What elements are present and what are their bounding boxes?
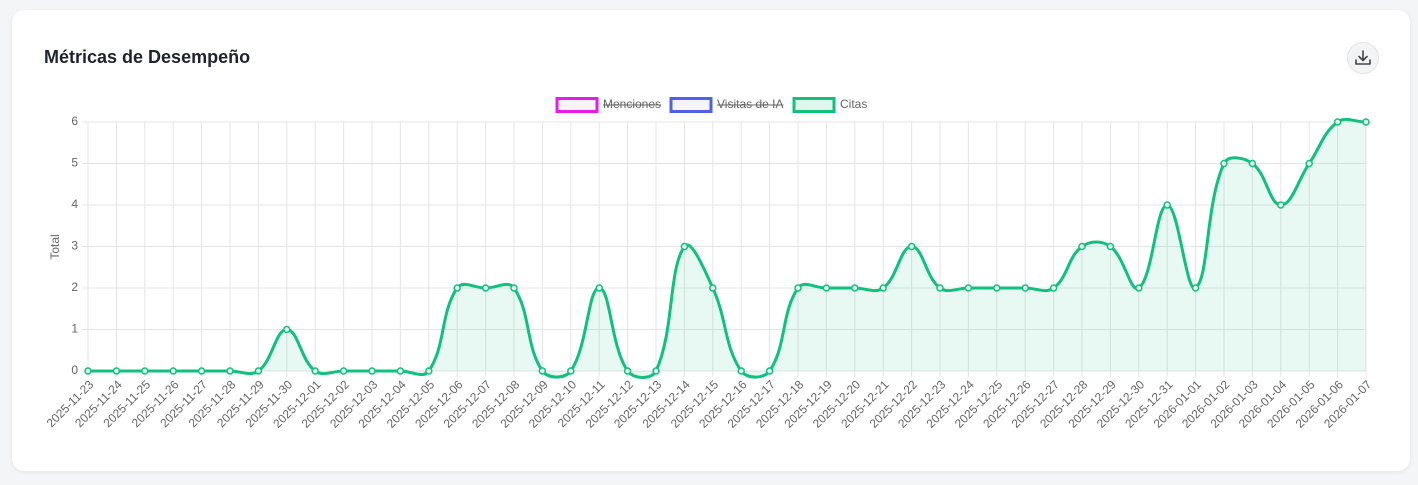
- y-tick-label: 4: [71, 197, 78, 211]
- point: [425, 367, 433, 375]
- area: [88, 119, 1366, 378]
- y-tick-label: 0: [71, 363, 78, 377]
- legend-swatch: [669, 97, 713, 113]
- point: [1191, 284, 1200, 292]
- point: [339, 367, 348, 375]
- point: [851, 284, 859, 292]
- point: [538, 367, 547, 375]
- point: [1305, 159, 1313, 168]
- chart-title: Métricas de Desempeño: [44, 47, 250, 67]
- point: [1248, 159, 1257, 168]
- y-tick-label: 3: [71, 239, 78, 253]
- point: [1049, 284, 1058, 292]
- point: [283, 325, 291, 334]
- point: [595, 284, 603, 292]
- point: [141, 367, 149, 375]
- point: [1163, 201, 1171, 209]
- y-tick-label: 6: [71, 114, 78, 128]
- point: [254, 367, 263, 375]
- point: [1362, 118, 1370, 126]
- y-tick-label: 1: [71, 322, 78, 336]
- point: [567, 367, 575, 375]
- point: [510, 284, 518, 292]
- legend-label: Menciones: [603, 97, 661, 111]
- legend-swatch: [555, 97, 599, 113]
- download-icon[interactable]: [1355, 50, 1371, 65]
- y-tick-label: 5: [71, 156, 78, 170]
- point: [907, 242, 916, 251]
- point: [737, 367, 745, 375]
- point: [169, 367, 177, 375]
- point: [794, 284, 802, 292]
- legend-label: Visitas de IA: [717, 97, 783, 111]
- point: [396, 367, 405, 375]
- point: [936, 284, 944, 292]
- point: [993, 284, 1001, 292]
- point: [1220, 159, 1228, 168]
- point: [879, 284, 887, 292]
- point: [1078, 242, 1086, 251]
- download-button[interactable]: [1347, 42, 1379, 74]
- point: [453, 284, 461, 292]
- point: [368, 367, 376, 375]
- card: [12, 10, 1410, 471]
- legend-swatch: [792, 97, 836, 113]
- point: [1106, 242, 1115, 251]
- point: [112, 367, 121, 375]
- legend-label: Citas: [840, 97, 867, 111]
- point: [197, 367, 206, 375]
- point: [1021, 284, 1029, 292]
- y-axis-label: Total: [48, 234, 62, 259]
- point: [680, 242, 689, 251]
- point: [84, 367, 92, 375]
- point: [481, 284, 490, 292]
- point: [226, 367, 234, 375]
- point: [311, 367, 319, 375]
- point: [1333, 118, 1342, 126]
- point: [652, 367, 660, 375]
- point: [1135, 284, 1143, 292]
- point: [709, 284, 717, 292]
- point: [623, 367, 632, 375]
- point: [964, 284, 973, 292]
- point: [1277, 201, 1285, 209]
- y-tick-label: 2: [71, 280, 78, 294]
- point: [822, 284, 831, 292]
- point: [765, 367, 774, 375]
